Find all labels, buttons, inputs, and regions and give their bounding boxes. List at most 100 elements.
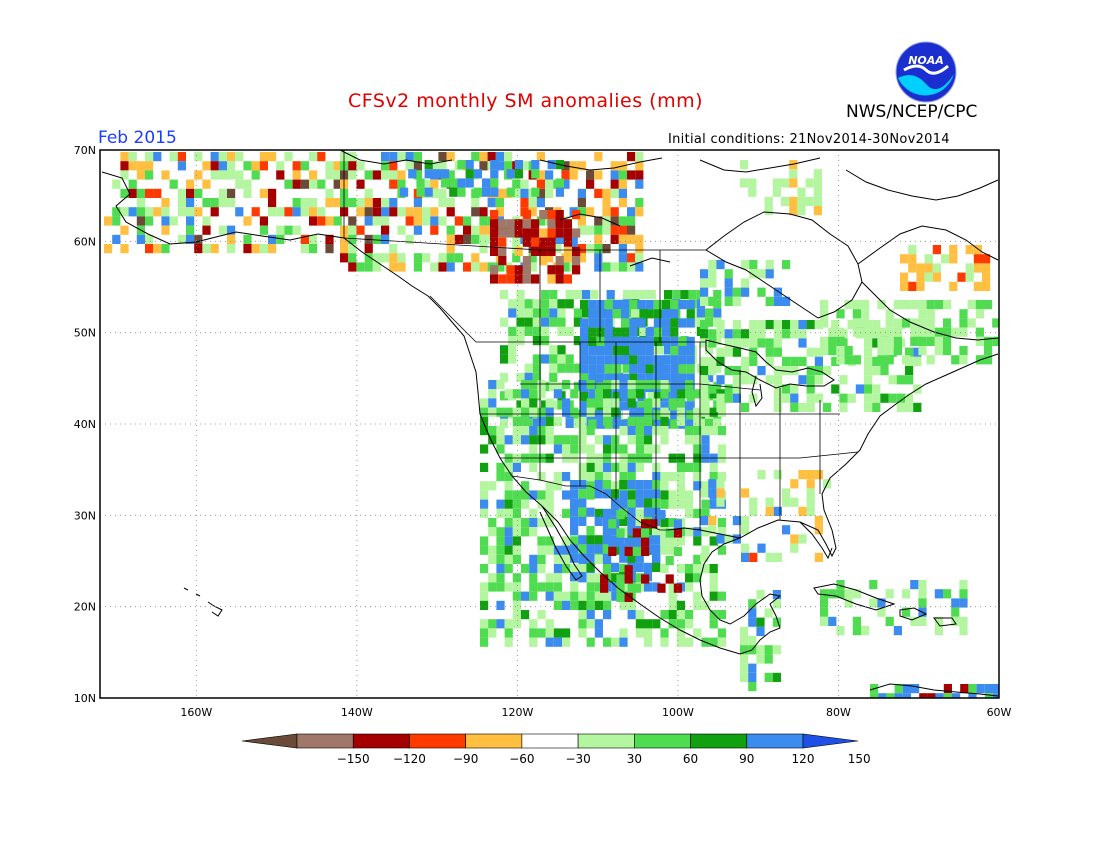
anomaly-cell bbox=[309, 179, 318, 189]
anomaly-cell bbox=[700, 329, 709, 339]
anomaly-cell bbox=[586, 573, 595, 583]
anomaly-cell bbox=[495, 161, 504, 171]
anomaly-cell bbox=[516, 336, 525, 346]
anomaly-cell bbox=[627, 426, 636, 436]
anomaly-cell bbox=[608, 546, 617, 556]
anomaly-cell bbox=[886, 693, 895, 698]
anomaly-cell bbox=[580, 336, 589, 346]
anomaly-cell bbox=[806, 393, 815, 403]
anomaly-cell bbox=[653, 336, 662, 346]
anomaly-cell bbox=[773, 402, 782, 412]
anomaly-cell bbox=[348, 198, 357, 208]
anomaly-cell bbox=[588, 392, 597, 402]
anomaly-cell bbox=[982, 254, 991, 264]
anomaly-cell bbox=[611, 637, 620, 647]
anomaly-cell bbox=[611, 498, 620, 508]
anomaly-cell bbox=[645, 355, 654, 365]
anomaly-cell bbox=[532, 363, 541, 373]
anomaly-cell bbox=[959, 355, 968, 365]
anomaly-cell bbox=[724, 384, 733, 394]
anomaly-cell bbox=[586, 207, 595, 217]
anomaly-cell bbox=[806, 347, 815, 357]
anomaly-cell bbox=[934, 589, 943, 599]
anomaly-cell bbox=[852, 318, 861, 328]
colorbar-tick-label: 120 bbox=[792, 752, 815, 766]
anomaly-cell bbox=[317, 207, 326, 217]
anomaly-cell bbox=[537, 554, 546, 564]
anomaly-cell bbox=[594, 573, 603, 583]
anomaly-cell bbox=[145, 152, 154, 162]
anomaly-cell bbox=[578, 480, 587, 490]
anomaly-cell bbox=[757, 338, 766, 348]
anomaly-cell bbox=[582, 290, 591, 300]
anomaly-cell bbox=[553, 389, 562, 399]
anomaly-cell bbox=[716, 356, 725, 366]
anomaly-cell bbox=[820, 300, 829, 310]
anomaly-cell bbox=[700, 366, 709, 376]
anomaly-cell bbox=[880, 393, 889, 403]
anomaly-cell bbox=[586, 170, 595, 180]
anomaly-cell bbox=[405, 161, 414, 171]
anomaly-cell bbox=[562, 628, 571, 638]
anomaly-cell bbox=[416, 187, 425, 197]
anomaly-cell bbox=[668, 545, 677, 555]
anomaly-cell bbox=[292, 161, 301, 171]
anomaly-cell bbox=[872, 356, 881, 366]
anomaly-cell bbox=[749, 329, 758, 339]
lon-label: 120W bbox=[501, 706, 533, 719]
anomaly-cell bbox=[547, 210, 556, 220]
anomaly-cell bbox=[932, 263, 941, 273]
anomaly-cell bbox=[541, 290, 550, 300]
anomaly-cell bbox=[480, 591, 489, 601]
anomaly-cell bbox=[438, 161, 447, 171]
colorbar-swatch bbox=[577, 733, 635, 749]
anomaly-cell bbox=[389, 170, 398, 180]
anomaly-cell bbox=[572, 246, 581, 256]
anomaly-cell bbox=[506, 228, 515, 238]
anomaly-cell bbox=[676, 389, 685, 399]
anomaly-cell bbox=[169, 152, 178, 162]
anomaly-cell bbox=[765, 552, 774, 562]
anomaly-cell bbox=[635, 619, 644, 629]
anomaly-cell bbox=[520, 161, 529, 171]
anomaly-cell bbox=[227, 244, 236, 254]
anomaly-cell bbox=[438, 216, 447, 226]
anomaly-cell bbox=[506, 169, 515, 179]
anomaly-cell bbox=[852, 589, 861, 599]
anomaly-cell bbox=[381, 152, 390, 162]
anomaly-cell bbox=[765, 356, 774, 366]
anomaly-cell bbox=[596, 327, 605, 337]
anomaly-cell bbox=[227, 225, 236, 235]
anomaly-cell bbox=[708, 384, 717, 394]
anomaly-cell bbox=[578, 462, 587, 472]
anomaly-cell bbox=[748, 672, 757, 682]
anomaly-cell bbox=[813, 196, 822, 206]
anomaly-cell bbox=[120, 207, 129, 217]
anomaly-cell bbox=[918, 346, 927, 356]
anomaly-cell bbox=[662, 318, 671, 328]
anomaly-cell bbox=[120, 225, 129, 235]
anomaly-cell bbox=[438, 262, 447, 272]
colorbar-tick-label: −120 bbox=[393, 752, 426, 766]
anomaly-cell bbox=[333, 179, 342, 189]
anomaly-cell bbox=[573, 336, 582, 346]
anomaly-cell bbox=[210, 198, 219, 208]
anomaly-cell bbox=[512, 188, 521, 198]
anomaly-cell bbox=[504, 472, 513, 482]
anomaly-cell bbox=[364, 262, 373, 272]
anomaly-cell bbox=[504, 527, 513, 537]
anomaly-cell bbox=[496, 444, 505, 454]
anomaly-cell bbox=[557, 308, 566, 318]
lon-label: 140W bbox=[341, 706, 373, 719]
anomaly-cell bbox=[594, 472, 603, 482]
anomaly-cell bbox=[700, 278, 709, 288]
anomaly-cell bbox=[504, 490, 513, 500]
anomaly-cell bbox=[276, 234, 285, 244]
anomaly-cell bbox=[372, 170, 381, 180]
anomaly-cell bbox=[480, 508, 489, 518]
anomaly-cell bbox=[413, 152, 422, 162]
anomaly-cell bbox=[356, 225, 365, 235]
anomaly-cell bbox=[908, 245, 917, 255]
anomaly-cell bbox=[578, 472, 587, 482]
anomaly-cell bbox=[619, 553, 628, 563]
